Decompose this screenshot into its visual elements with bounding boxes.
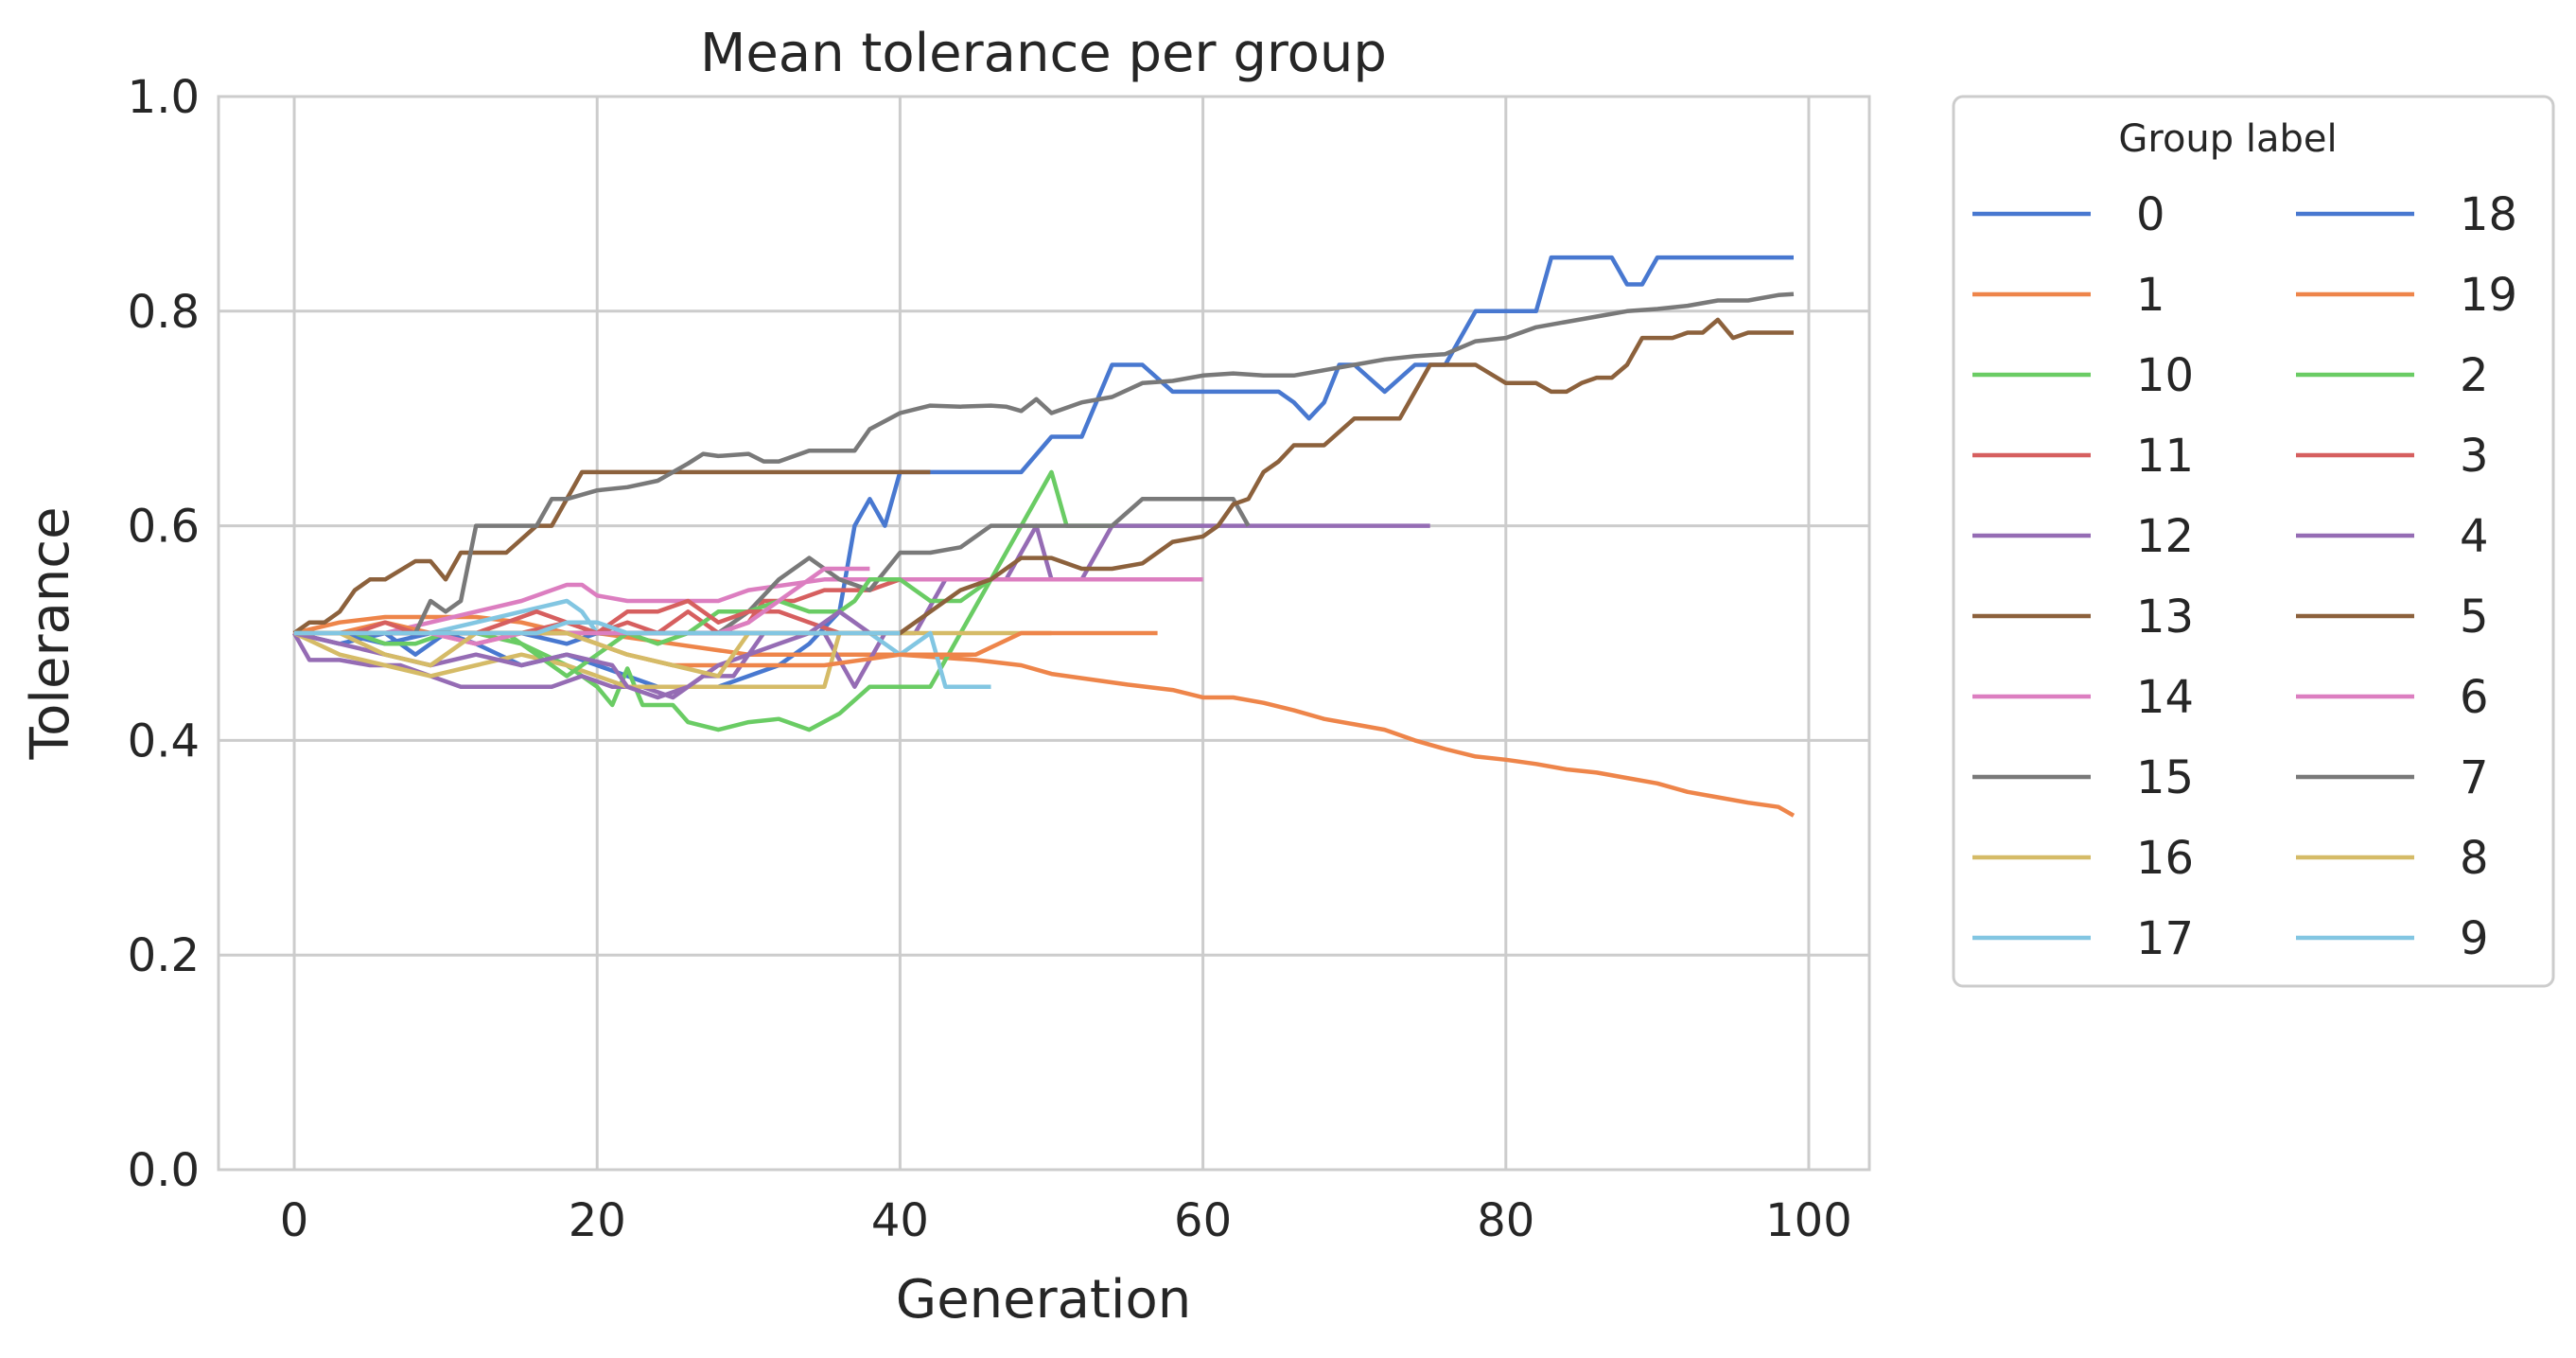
legend-label-6: 6 (2460, 671, 2489, 724)
x-tick-label: 60 (1174, 1194, 1232, 1247)
y-tick-label: 0.8 (128, 286, 200, 339)
legend-label-19: 19 (2460, 269, 2517, 322)
legend-label-9: 9 (2460, 912, 2489, 965)
chart-title: Mean tolerance per group (700, 23, 1387, 84)
legend-label-2: 2 (2460, 349, 2489, 402)
legend-label-4: 4 (2460, 510, 2489, 563)
series-line-3 (294, 598, 901, 636)
x-tick-labels: 0 20 40 60 80 100 (280, 1194, 1852, 1247)
y-tick-label: 0.0 (128, 1144, 200, 1197)
y-tick-label: 0.6 (128, 501, 200, 554)
legend-box (1952, 95, 2555, 988)
x-tick-label: 0 (280, 1194, 309, 1247)
series-line-1 (293, 614, 1796, 818)
legend-label-18: 18 (2460, 188, 2517, 241)
series-line-10 (294, 469, 1203, 732)
x-tick-label: 80 (1477, 1194, 1534, 1247)
legend-label-8: 8 (2460, 832, 2489, 885)
legend-label-14: 14 (2136, 671, 2194, 724)
legend-label-17: 17 (2136, 912, 2194, 965)
x-tick-label: 20 (569, 1194, 626, 1247)
series-line-9 (294, 620, 901, 636)
series-line-13 (292, 469, 931, 635)
legend-label-5: 5 (2460, 591, 2489, 644)
series-line-5 (294, 317, 1794, 636)
legend-label-11: 11 (2136, 430, 2194, 483)
legend-label-1: 1 (2136, 269, 2165, 322)
legend-label-0: 0 (2136, 188, 2165, 241)
series-line-2 (294, 577, 992, 679)
legend-label-12: 12 (2136, 510, 2194, 563)
series-layer (292, 255, 1796, 818)
x-tick-label: 100 (1765, 1194, 1852, 1247)
y-tick-label: 0.4 (128, 714, 200, 767)
legend-label-7: 7 (2460, 751, 2489, 804)
legend-label-10: 10 (2136, 349, 2194, 402)
y-tick-label: 1.0 (128, 71, 200, 124)
legend-title: Group label (2118, 117, 2337, 161)
legend: Group label 0 1 10 11 12 13 14 15 16 17 18 19 2 3 4 5 6 7… (1952, 95, 2555, 988)
legend-items: 0 1 10 11 12 13 14 15 16 17 18 19 2 3 4 5 6 7 8 9 (1972, 188, 2517, 965)
legend-label-13: 13 (2136, 591, 2194, 644)
legend-label-16: 16 (2136, 832, 2194, 885)
legend-label-15: 15 (2136, 751, 2194, 804)
x-axis-label: Generation (896, 1269, 1191, 1331)
series-line-14 (294, 577, 1203, 636)
plot-frame (217, 95, 1871, 1172)
x-tick-label: 40 (871, 1194, 929, 1247)
legend-label-3: 3 (2460, 430, 2489, 483)
series-line-7 (294, 291, 1795, 636)
y-tick-labels: 0.0 0.2 0.4 0.6 0.8 1.0 (128, 71, 200, 1197)
y-tick-label: 0.2 (128, 929, 200, 982)
y-axis-label: Tolerance (20, 506, 81, 760)
